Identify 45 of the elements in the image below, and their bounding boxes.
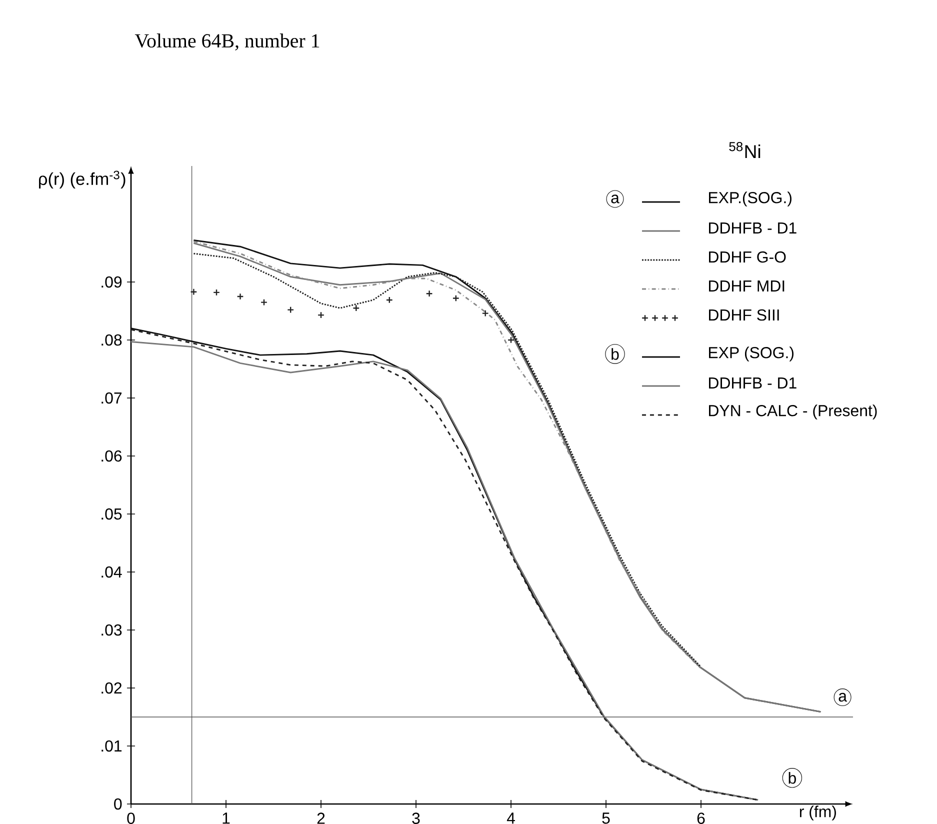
x-tick-label: 4 bbox=[506, 812, 515, 824]
legend-label: DDHF SIII bbox=[709, 309, 779, 321]
point bbox=[452, 294, 460, 302]
legend-label: DDHFB - D1 bbox=[709, 222, 796, 234]
x-tick-label: 1 bbox=[222, 812, 230, 824]
point bbox=[260, 298, 268, 306]
legend-label: DDHFB - D1 bbox=[709, 378, 796, 388]
y-axis-title: ρ(r) (e.fm$^{-3}$) bbox=[39, 170, 126, 188]
point bbox=[386, 296, 393, 304]
x-tick-label: 3 bbox=[412, 812, 420, 824]
annotation: a bbox=[838, 692, 847, 702]
point bbox=[507, 336, 515, 344]
point bbox=[317, 312, 325, 319]
y-tick-label: 0 bbox=[114, 798, 122, 810]
y-tick-label: .09 bbox=[102, 276, 122, 288]
point bbox=[426, 290, 433, 298]
y-tick-label: .04 bbox=[102, 566, 122, 578]
chart-title: $^{58}$Ni bbox=[729, 142, 760, 158]
annotation: b bbox=[788, 772, 796, 784]
annotation: a bbox=[611, 194, 620, 204]
point bbox=[236, 292, 244, 300]
text: Volume 64B, number 1 bbox=[134, 34, 320, 50]
y-tick-label: .03 bbox=[102, 624, 122, 636]
y-tick-label: .06 bbox=[102, 450, 122, 462]
legend-label: DDHF G-O bbox=[709, 251, 786, 263]
point bbox=[482, 310, 489, 317]
legend-label: EXP (SOG.) bbox=[709, 346, 794, 362]
x-axis-title: r (fm) bbox=[800, 806, 836, 820]
x-tick-label: 5 bbox=[602, 812, 610, 824]
y-tick-label: .01 bbox=[102, 740, 122, 752]
annotation: b bbox=[612, 348, 619, 360]
point bbox=[287, 306, 294, 314]
point bbox=[352, 304, 360, 312]
y-tick-label: .02 bbox=[102, 682, 122, 694]
x-tick-label: 0 bbox=[127, 812, 135, 824]
x-tick-label: 2 bbox=[317, 812, 325, 824]
y-tick-label: .08 bbox=[102, 334, 122, 346]
legend-label: DYN - CALC - (Present) bbox=[709, 404, 877, 420]
legend-label: DDHF MDI bbox=[709, 280, 784, 292]
point bbox=[212, 288, 220, 296]
y-tick-label: .05 bbox=[102, 508, 122, 520]
x-tick-label: 6 bbox=[697, 812, 705, 824]
y-tick-label: .07 bbox=[102, 392, 122, 404]
point bbox=[190, 288, 198, 296]
legend-label: EXP.(SOG.) bbox=[709, 192, 792, 206]
